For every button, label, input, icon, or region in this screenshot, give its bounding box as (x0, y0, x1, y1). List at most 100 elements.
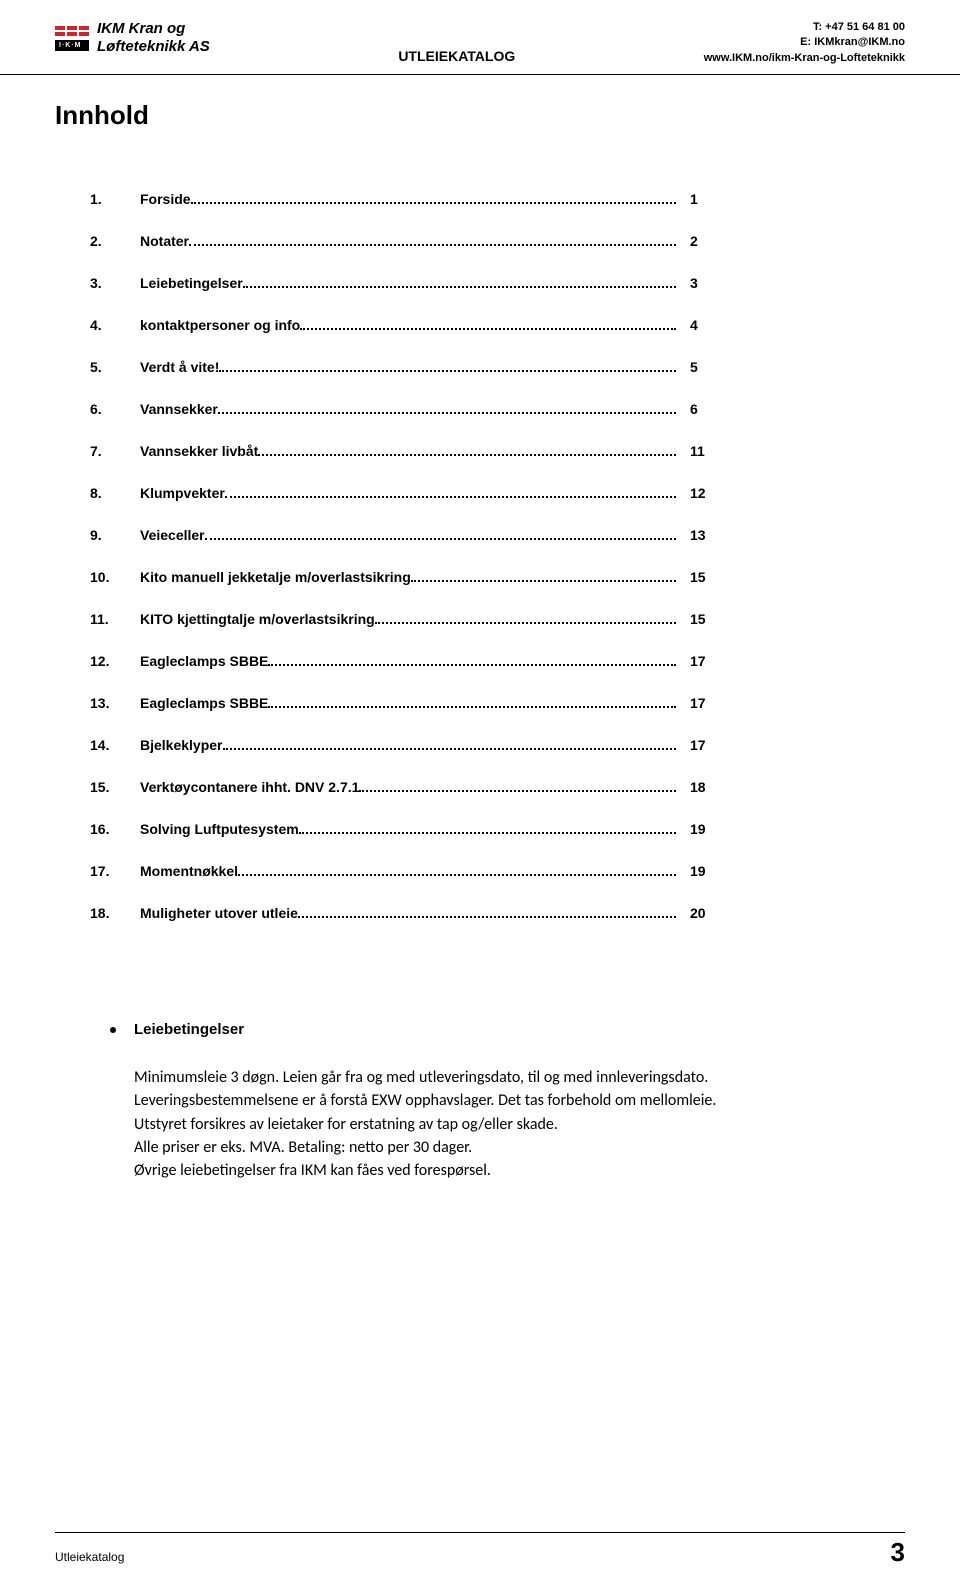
toc-number: 5. (90, 359, 140, 375)
toc-dots (258, 454, 676, 456)
toc-dots (299, 832, 676, 834)
toc-number: 4. (90, 317, 140, 333)
page-header: I·K·M IKM Kran og Løfteteknikk AS UTLEIE… (0, 0, 960, 75)
phone: T: +47 51 64 81 00 (704, 20, 905, 35)
toc-page: 12 (690, 485, 720, 501)
toc-page: 15 (690, 569, 720, 585)
toc-row: 18.Muligheter utover utleie 20 (90, 905, 720, 921)
toc-row: 2.Notater 2 (90, 233, 720, 249)
toc-label: Verdt å vite! (140, 359, 219, 375)
toc-row: 12.Eagleclamps SBBE17 (90, 653, 720, 669)
toc-number: 10. (90, 569, 140, 585)
toc-page: 4 (690, 317, 720, 333)
logo-area: I·K·M IKM Kran og Løfteteknikk AS (55, 20, 210, 56)
toc-page: 20 (690, 905, 720, 921)
toc-number: 11. (90, 611, 140, 627)
toc-dots (238, 874, 676, 876)
toc-dots (359, 790, 676, 792)
toc-label: Vannsekker livbåt (140, 443, 258, 459)
toc-dots (411, 580, 676, 582)
terms-line: Alle priser er eks. MVA. Betaling: netto… (134, 1136, 850, 1159)
toc-label: Klumpvekter (140, 485, 225, 501)
toc-number: 1. (90, 191, 140, 207)
toc-dots (191, 202, 676, 204)
toc-number: 15. (90, 779, 140, 795)
company-logo-icon: I·K·M (55, 26, 89, 51)
toc-label: Solving Luftputesystem (140, 821, 299, 837)
toc-row: 7.Vannsekker livbåt 11 (90, 443, 720, 459)
toc-label: KITO kjettingtalje m/overlastsikring (140, 611, 375, 627)
terms-header: Leiebetingelser (110, 1021, 850, 1038)
toc-label: Veieceller (140, 527, 205, 543)
toc-row: 13.Eagleclamps SBBE 17 (90, 695, 720, 711)
toc-row: 11.KITO kjettingtalje m/overlastsikring 1… (90, 611, 720, 627)
footer-left: Utleiekatalog (55, 1550, 124, 1564)
toc-page: 19 (690, 821, 720, 837)
terms-line: Leveringsbestemmelsene er å forstå EXW o… (134, 1089, 850, 1112)
toc-dots (189, 244, 676, 246)
email: E: IKMkran@IKM.no (704, 35, 905, 50)
toc-number: 3. (90, 275, 140, 291)
toc-dots (268, 664, 676, 666)
toc-page: 13 (690, 527, 720, 543)
toc-row: 10.Kito manuell jekketalje m/overlastsik… (90, 569, 720, 585)
toc-row: 1.Forside1 (90, 191, 720, 207)
toc-page: 6 (690, 401, 720, 417)
toc-label: Verktøycontanere ihht. DNV 2.7.1 (140, 779, 359, 795)
toc-number: 18. (90, 905, 140, 921)
page-footer: Utleiekatalog 3 (55, 1532, 905, 1568)
toc-dots (205, 538, 676, 540)
toc-number: 12. (90, 653, 140, 669)
toc-page: 17 (690, 695, 720, 711)
toc-label: Vannsekker (140, 401, 218, 417)
toc-row: 4.kontaktpersoner og info 4 (90, 317, 720, 333)
toc-page: 11 (690, 443, 720, 459)
toc-number: 6. (90, 401, 140, 417)
terms-heading: Leiebetingelser (134, 1021, 244, 1038)
toc-row: 5.Verdt å vite! 5 (90, 359, 720, 375)
toc-page: 5 (690, 359, 720, 375)
company-line1: IKM Kran og (97, 20, 210, 38)
toc-page: 2 (690, 233, 720, 249)
toc-page: 18 (690, 779, 720, 795)
toc-number: 13. (90, 695, 140, 711)
toc-dots (298, 916, 676, 918)
terms-line: Utstyret forsikres av leietaker for erst… (134, 1113, 850, 1136)
toc-row: 16.Solving Luftputesystem19 (90, 821, 720, 837)
toc-label: Eagleclamps SBBE (140, 653, 268, 669)
toc-dots (300, 328, 676, 330)
toc-row: 3.Leiebetingelser3 (90, 275, 720, 291)
toc-number: 7. (90, 443, 140, 459)
toc-label: Bjelkeklyper (140, 737, 223, 753)
toc-dots (219, 370, 676, 372)
toc-number: 2. (90, 233, 140, 249)
toc-page: 15 (690, 611, 720, 627)
terms-body: Minimumsleie 3 døgn. Leien går fra og me… (134, 1066, 850, 1182)
toc-dots (225, 496, 676, 498)
company-name: IKM Kran og Løfteteknikk AS (97, 20, 210, 56)
toc-dots (218, 412, 676, 414)
toc-number: 17. (90, 863, 140, 879)
toc-number: 14. (90, 737, 140, 753)
toc-label: kontaktpersoner og info (140, 317, 300, 333)
toc-page: 17 (690, 737, 720, 753)
toc-row: 15.Verktøycontanere ihht. DNV 2.7.1 18 (90, 779, 720, 795)
toc-label: Kito manuell jekketalje m/overlastsikrin… (140, 569, 411, 585)
toc-dots (375, 622, 676, 624)
toc-row: 9.Veieceller13 (90, 527, 720, 543)
toc-dots (243, 286, 676, 288)
toc-row: 14.Bjelkeklyper 17 (90, 737, 720, 753)
table-of-contents: 1.Forside12.Notater23.Leiebetingelser34.… (60, 191, 720, 921)
footer-page-number: 3 (891, 1537, 905, 1568)
toc-dots (268, 706, 676, 708)
content: Innhold 1.Forside12.Notater23.Leiebeting… (0, 75, 960, 1202)
toc-label: Muligheter utover utleie (140, 905, 298, 921)
terms-line: Minimumsleie 3 døgn. Leien går fra og me… (134, 1066, 850, 1089)
terms-section: Leiebetingelser Minimumsleie 3 døgn. Lei… (110, 1021, 850, 1182)
toc-row: 8.Klumpvekter12 (90, 485, 720, 501)
toc-row: 17.Momentnøkkel19 (90, 863, 720, 879)
toc-label: Forside (140, 191, 191, 207)
toc-label: Notater (140, 233, 189, 249)
contact-info: T: +47 51 64 81 00 E: IKMkran@IKM.no www… (704, 20, 905, 66)
toc-label: Eagleclamps SBBE (140, 695, 268, 711)
